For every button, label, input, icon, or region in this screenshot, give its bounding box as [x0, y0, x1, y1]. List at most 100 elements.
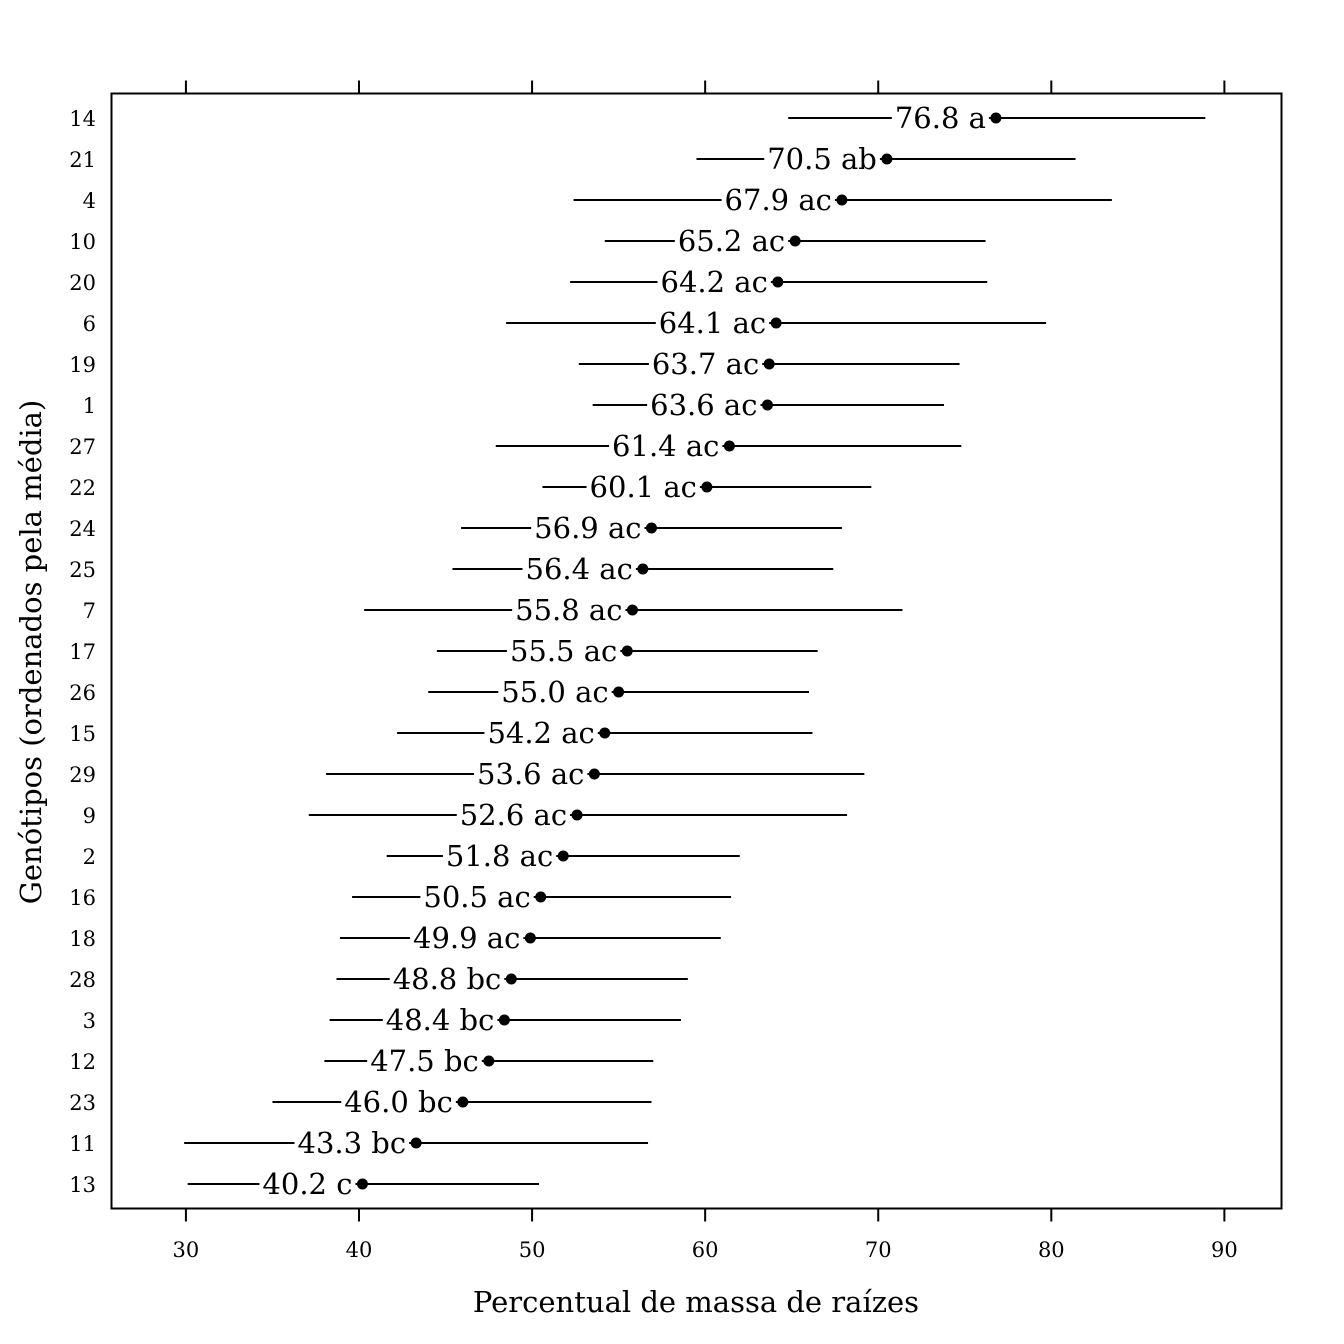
row-16: 50.5 ac	[352, 880, 732, 914]
point-label: 55.0 ac	[501, 675, 608, 709]
row-18: 49.9 ac	[339, 921, 721, 955]
mean-point	[637, 563, 649, 575]
genotype-label: 3	[83, 1009, 96, 1033]
label-backing	[442, 852, 557, 860]
mean-point	[498, 1014, 510, 1026]
row-27: 61.4 ac	[495, 429, 962, 463]
mean-point	[571, 809, 583, 821]
label-backing	[474, 770, 588, 778]
mean-point	[770, 317, 782, 329]
label-backing	[648, 360, 763, 368]
genotype-label: 4	[83, 189, 96, 213]
label-backing	[294, 1139, 410, 1147]
row-21: 70.5 ab	[696, 142, 1076, 176]
label-backing	[259, 1180, 356, 1188]
row-15: 54.2 ac	[397, 716, 813, 750]
label-backing	[657, 278, 771, 286]
point-label: 65.2 ac	[678, 224, 785, 258]
label-backing	[674, 237, 789, 245]
genotype-label: 7	[83, 599, 96, 623]
label-backing	[410, 934, 524, 942]
genotype-label: 6	[83, 312, 96, 336]
genotype-label: 13	[69, 1173, 96, 1197]
point-label: 43.3 bc	[298, 1126, 407, 1160]
point-label: 76.8 a	[895, 101, 986, 135]
x-tick-label: 90	[1211, 1238, 1238, 1262]
label-backing	[655, 319, 770, 327]
row-25: 56.4 ac	[452, 552, 834, 586]
mean-point	[626, 604, 638, 616]
label-backing	[456, 811, 571, 819]
label-backing	[389, 975, 505, 983]
row-26: 55.0 ac	[428, 675, 809, 709]
label-backing	[647, 401, 761, 409]
genotype-label: 27	[69, 435, 96, 459]
genotype-label: 25	[69, 558, 96, 582]
genotype-label: 20	[69, 271, 96, 295]
plot-frame	[110, 92, 1283, 1210]
genotype-label: 11	[69, 1132, 96, 1156]
point-label: 56.9 ac	[534, 511, 641, 545]
x-axis-bottom: 30 40 50 60 70 80 90	[173, 1208, 1238, 1262]
label-backing	[891, 114, 989, 122]
genotype-label: 26	[69, 681, 96, 705]
point-label: 48.4 bc	[386, 1003, 495, 1037]
genotype-label: 19	[69, 353, 96, 377]
mean-point	[599, 727, 611, 739]
point-label: 55.5 ac	[510, 634, 617, 668]
row-4: 67.9 ac	[573, 183, 1112, 217]
label-backing	[586, 483, 700, 491]
label-backing	[382, 1016, 498, 1024]
y-axis-labels: 14 21 4 10 20 6 19 1 27 22 24 25 7 17 26 15 29 9 2 16 18 28 3 1…	[69, 107, 96, 1197]
mean-point	[483, 1055, 495, 1067]
genotype-label: 1	[83, 394, 96, 418]
mean-point	[881, 153, 893, 165]
row-20: 64.2 ac	[570, 265, 988, 299]
mean-point	[836, 194, 848, 206]
genotype-label: 15	[69, 722, 96, 746]
genotype-label: 24	[69, 517, 96, 541]
label-backing	[721, 196, 835, 204]
genotype-label: 21	[69, 148, 96, 172]
genotype-label: 22	[69, 476, 96, 500]
mean-point	[535, 891, 547, 903]
label-backing	[522, 565, 636, 573]
row-6: 64.1 ac	[506, 306, 1047, 340]
x-tick-label: 60	[692, 1238, 719, 1262]
label-backing	[367, 1057, 482, 1065]
point-label: 52.6 ac	[460, 798, 567, 832]
row-14: 76.8 a	[788, 101, 1206, 135]
dotplot-rows: 76.8 a 70.5 ab 67.9 ac 65.2 ac 64.2 ac 64.1 a…	[184, 101, 1206, 1201]
mean-point	[457, 1096, 469, 1108]
row-24: 56.9 ac	[461, 511, 842, 545]
row-1: 63.6 ac	[592, 388, 944, 422]
x-axis-title: Percentual de massa de raízes	[473, 1285, 919, 1319]
label-backing	[512, 606, 626, 614]
row-29: 53.6 ac	[326, 757, 865, 791]
x-tick-label: 50	[519, 1238, 546, 1262]
x-tick-label: 30	[173, 1238, 200, 1262]
point-label: 60.1 ac	[590, 470, 697, 504]
genotype-label: 2	[83, 845, 96, 869]
point-label: 51.8 ac	[446, 839, 553, 873]
label-backing	[609, 442, 723, 450]
mean-point	[772, 276, 784, 288]
mean-point	[410, 1137, 422, 1149]
row-13: 40.2 c	[187, 1167, 539, 1201]
mean-point	[613, 686, 625, 698]
mean-point	[990, 112, 1002, 124]
x-tick-label: 80	[1038, 1238, 1065, 1262]
row-23: 46.0 bc	[272, 1085, 652, 1119]
genotype-label: 17	[69, 640, 96, 664]
genotype-label: 9	[83, 804, 96, 828]
mean-point	[723, 440, 735, 452]
point-label: 40.2 c	[262, 1167, 352, 1201]
row-11: 43.3 bc	[184, 1126, 649, 1160]
point-label: 63.7 ac	[652, 347, 759, 381]
row-19: 63.7 ac	[578, 347, 960, 381]
row-3: 48.4 bc	[329, 1003, 681, 1037]
row-7: 55.8 ac	[364, 593, 903, 627]
point-label: 49.9 ac	[413, 921, 520, 955]
genotype-label: 14	[69, 107, 96, 131]
